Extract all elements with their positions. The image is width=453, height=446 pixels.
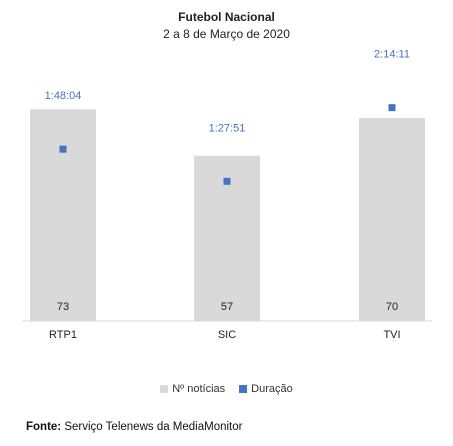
bar-value-label-sic: 57	[221, 301, 233, 313]
legend-item-duracao: Duração	[239, 383, 293, 395]
marker-duracao-rtp1	[59, 145, 67, 153]
legend-label-duracao: Duração	[251, 383, 293, 395]
duracao-value-label-sic: 1:27:51	[209, 122, 246, 134]
source-note: Fonte: Serviço Telenews da MediaMonitor	[26, 421, 242, 433]
legend-item-noticias: Nº notícias	[160, 383, 225, 395]
x-tick-label-sic: SIC	[218, 329, 236, 341]
chart-legend: Nº notícias Duração	[0, 383, 453, 395]
legend-swatch-duracao	[239, 385, 248, 393]
chart-title: Futebol Nacional	[178, 10, 275, 24]
marker-duracao-sic	[223, 177, 231, 185]
bar-noticias-rtp1	[30, 109, 96, 321]
x-tick-label-tvi: TVI	[383, 329, 400, 341]
source-text: Serviço Telenews da MediaMonitor	[64, 421, 243, 433]
source-label: Fonte:	[26, 421, 62, 433]
duracao-value-label-tvi: 2:14:11	[374, 49, 410, 61]
x-tick-label-rtp1: RTP1	[49, 329, 77, 341]
bar-value-label-tvi: 70	[386, 301, 398, 313]
marker-duracao-tvi	[388, 104, 396, 112]
legend-swatch-noticias	[160, 385, 169, 393]
chart-subtitle: 2 a 8 de Março de 2020	[163, 27, 290, 41]
bar-noticias-tvi	[359, 118, 425, 321]
legend-label-noticias: Nº notícias	[172, 383, 226, 395]
duracao-value-label-rtp1: 1:48:04	[45, 90, 82, 102]
bar-value-label-rtp1: 73	[57, 301, 69, 313]
